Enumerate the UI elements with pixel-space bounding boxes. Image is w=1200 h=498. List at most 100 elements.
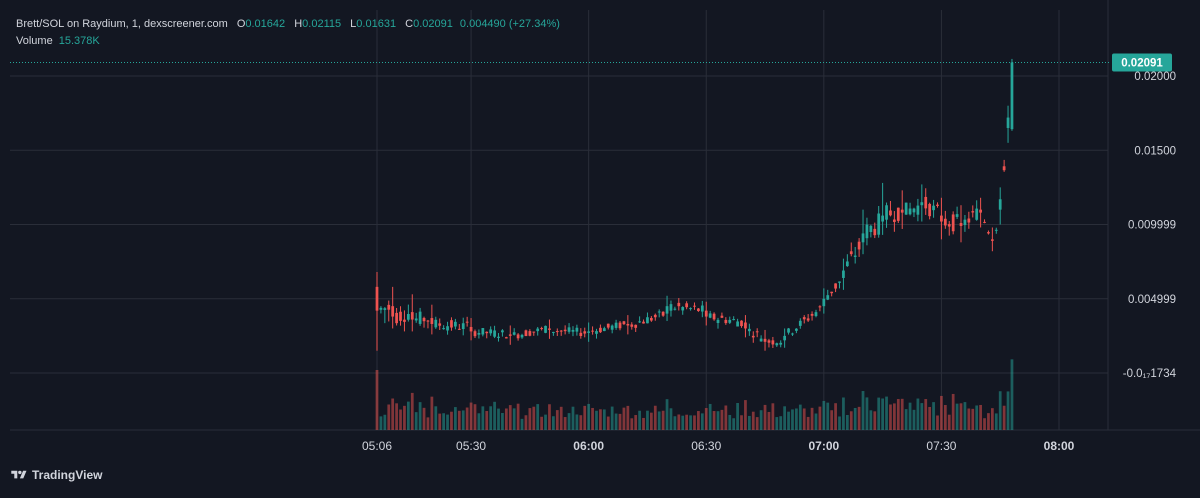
volume-bar (802, 408, 806, 430)
volume-bar (669, 408, 673, 430)
volume-bar (446, 414, 449, 430)
volume-bar (653, 405, 657, 430)
candle-body (838, 281, 841, 283)
volume-bar (724, 405, 728, 430)
volume-bar (571, 406, 575, 430)
candle-body (387, 304, 391, 310)
candle-body (520, 334, 524, 338)
volume-bar (508, 405, 512, 430)
volume-bar (885, 396, 888, 430)
candle-body (528, 331, 532, 336)
candle-body (532, 331, 536, 333)
volume-bar (708, 403, 712, 430)
candle-body (461, 323, 465, 330)
candle-body (422, 317, 426, 322)
volume-bar (555, 410, 559, 430)
candle-body (795, 328, 798, 331)
candle-body (963, 219, 967, 226)
volume-bar (697, 411, 700, 430)
candle-body (893, 219, 896, 222)
volume-bar (732, 418, 736, 430)
candle-body (414, 318, 418, 321)
candle-body (1010, 62, 1014, 130)
volume-bar (728, 414, 732, 430)
candle-body (861, 233, 865, 243)
candle-body (697, 308, 700, 312)
volume-bar (936, 415, 939, 430)
x-tick-label: 07:00 (808, 439, 839, 453)
candle-body (559, 330, 563, 332)
candle-body (465, 321, 469, 323)
x-tick-label: 08:00 (1044, 439, 1075, 453)
volume-bar (830, 410, 834, 430)
candle-body (955, 214, 959, 217)
candle-body (994, 229, 998, 231)
candle-body (555, 331, 559, 333)
volume-bar (434, 406, 438, 430)
legend-volume-row: Volume 15.378K (16, 33, 560, 50)
volume-bar (842, 397, 845, 430)
volume-bar (638, 410, 641, 430)
candle-body (575, 327, 579, 332)
candle-body (740, 320, 743, 327)
candle-body (602, 328, 606, 332)
volume-bar (987, 413, 990, 430)
candle-body (430, 318, 434, 324)
candle-body (904, 202, 908, 215)
candle-body (649, 317, 653, 321)
candle-body (971, 211, 975, 213)
volume-bar (689, 415, 692, 430)
volume-bar (975, 405, 979, 430)
candle-body (842, 270, 845, 278)
candle-body (873, 228, 877, 236)
volume-bar (771, 403, 775, 430)
volume-bar (983, 418, 986, 430)
candle-body (732, 319, 736, 321)
candle-body (657, 311, 661, 313)
volume-value: 15.378K (58, 35, 100, 47)
candle-body (959, 223, 963, 226)
candle-body (932, 205, 935, 211)
volume-bar (450, 411, 453, 430)
candle-body (975, 208, 979, 220)
last-price-tag (1112, 53, 1172, 72)
volume-bar (414, 412, 418, 430)
volume-bar (375, 370, 379, 430)
volume-bar (454, 407, 457, 430)
candle-body (587, 331, 591, 333)
candle-body (979, 209, 982, 213)
volume-bar (838, 416, 841, 430)
volume-bar (920, 403, 924, 430)
volume-bar (979, 404, 982, 430)
volume-bar (610, 406, 614, 430)
candle-body (940, 215, 943, 222)
candle-body (501, 330, 504, 333)
volume-bar (763, 404, 767, 430)
candle-body (630, 324, 634, 327)
volume-bar (834, 403, 837, 430)
volume-bar (971, 408, 975, 430)
candle-body (442, 328, 446, 330)
candle-body (943, 218, 947, 226)
candle-body (618, 322, 622, 329)
candle-body (806, 318, 810, 321)
candle-body (653, 314, 657, 318)
candle-body (928, 203, 932, 217)
volume-bar (532, 406, 536, 430)
volume-bar (606, 416, 610, 430)
candle-body (595, 331, 598, 334)
volume-bar (751, 411, 755, 430)
volume-bar (932, 402, 935, 430)
volume-bar (893, 403, 896, 430)
volume-bar (642, 417, 645, 430)
volume-bar (775, 417, 779, 430)
candle-body (830, 291, 834, 294)
candle-body (720, 315, 724, 318)
low-value: 0.01631 (356, 18, 397, 30)
candle-body (798, 320, 802, 326)
tradingview-logo[interactable]: TradingView (10, 468, 102, 482)
volume-bar (657, 411, 661, 430)
volume-bar (626, 405, 630, 430)
